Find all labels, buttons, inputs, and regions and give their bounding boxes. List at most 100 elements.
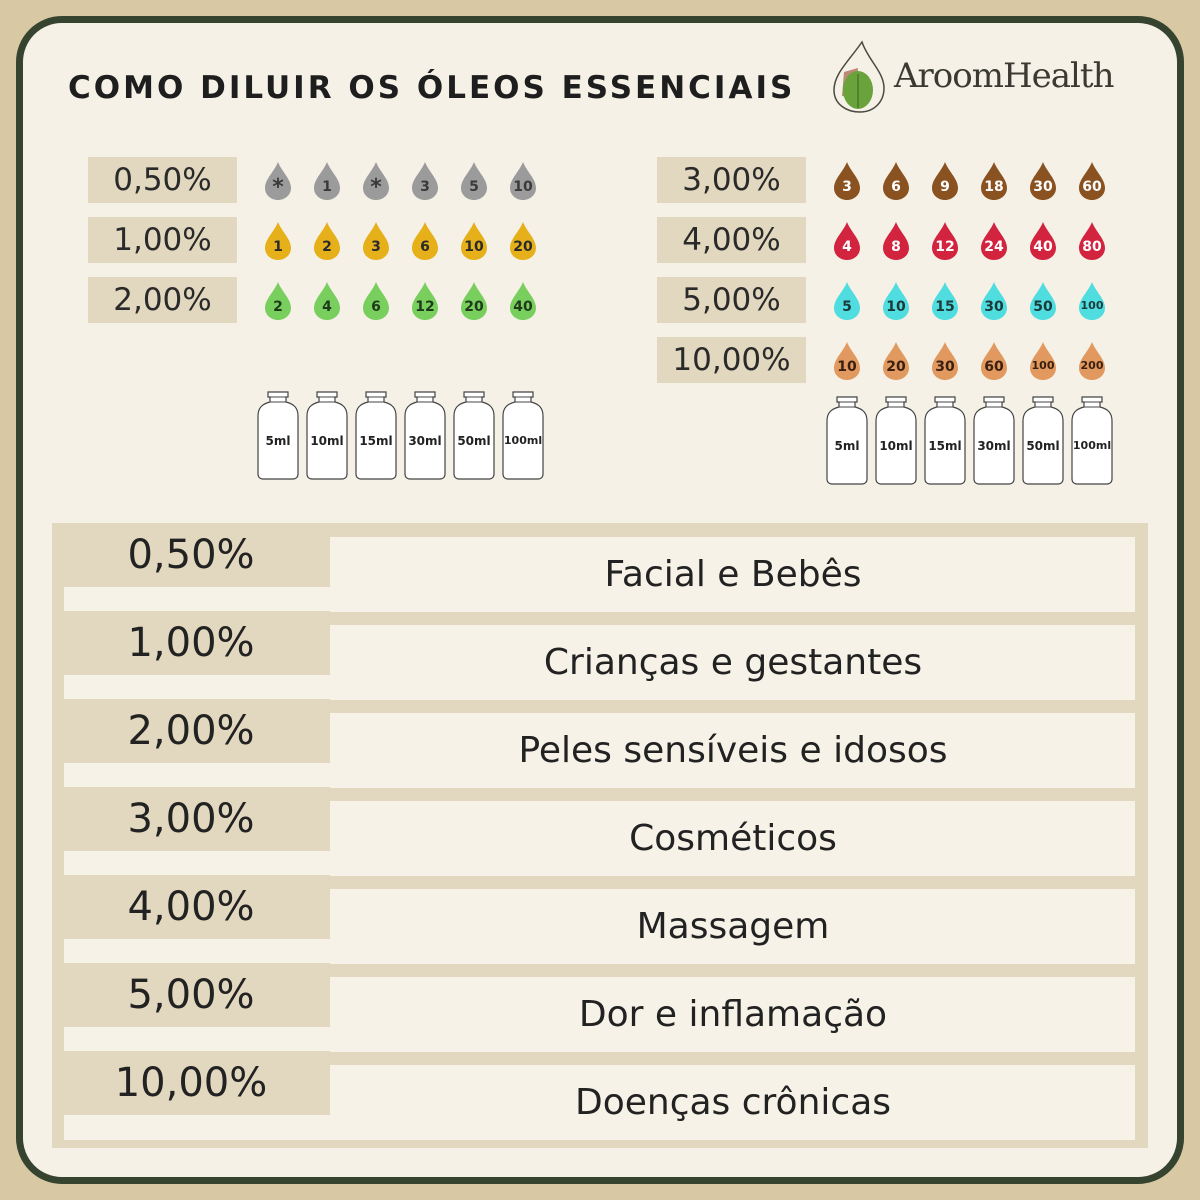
logo: AroomHealth <box>828 36 1118 116</box>
drop-icon: 40 <box>508 281 538 321</box>
bottle-label: 50ml <box>1026 439 1060 453</box>
drop-icon: 50 <box>1028 281 1058 321</box>
use-cell: Facial e Bebês <box>604 554 862 595</box>
drop-icon: 4 <box>832 221 862 261</box>
drop-count: 2 <box>273 299 283 315</box>
drop-icon: 40 <box>1028 221 1058 261</box>
bottle-icon: 50ml <box>1021 395 1065 485</box>
drop-icon: 5 <box>459 161 489 201</box>
percent-cell: 10,00% <box>52 1051 330 1115</box>
use-cell: Dor e inflamação <box>578 994 888 1035</box>
drop-count: 10 <box>464 239 484 255</box>
table-row: 1,00% Crianças e gestantes <box>52 611 1148 700</box>
uses-table: 0,50% Facial e Bebês 1,00% Crianças e gesta… <box>52 523 1148 1148</box>
percent-cell: 1,00% <box>52 611 330 675</box>
percent-cell: 2,00% <box>52 699 330 763</box>
drop-icon: 3 <box>361 221 391 261</box>
drop-count: 24 <box>984 239 1004 255</box>
use-cell: Crianças e gestantes <box>543 642 923 683</box>
bottle-icon: 5ml <box>825 395 869 485</box>
drop-count: 4 <box>842 239 852 255</box>
drop-count: 50 <box>1033 299 1053 315</box>
drop-count: 30 <box>1033 179 1053 195</box>
drop-count: 20 <box>513 239 533 255</box>
bottle-label: 15ml <box>928 439 962 453</box>
drop-count: 20 <box>886 359 906 375</box>
drop-icon: 12 <box>930 221 960 261</box>
table-row: 0,50% Facial e Bebês <box>52 523 1148 612</box>
drop-icon: 1 <box>312 161 342 201</box>
drop-count: 9 <box>940 179 950 195</box>
use-cell: Massagem <box>636 906 830 947</box>
bottle-icon: 100ml <box>1070 395 1114 485</box>
drop-icon: 15 <box>930 281 960 321</box>
drop-icon: 10 <box>881 281 911 321</box>
drop-count: 100 <box>1031 359 1055 372</box>
bottle-label: 50ml <box>457 434 491 448</box>
bottle-icon: 15ml <box>923 395 967 485</box>
drop-icon: 100 <box>1028 341 1058 381</box>
bottle-icon: 100ml <box>501 390 545 480</box>
logo-text: AroomHealth <box>894 56 1114 96</box>
drop-icon: 10 <box>508 161 538 201</box>
drop-icon: 3 <box>832 161 862 201</box>
drop-icon: 10 <box>459 221 489 261</box>
bottle-icon: 30ml <box>403 390 447 480</box>
drop-count: * <box>272 175 284 200</box>
drop-count: 10 <box>513 179 533 195</box>
drop-icon: * <box>263 161 293 201</box>
drop-count: 200 <box>1080 359 1104 372</box>
drop-icon: 30 <box>979 281 1009 321</box>
drop-count: 6 <box>371 299 381 315</box>
drop-icon: 200 <box>1077 341 1107 381</box>
drop-count: 60 <box>984 359 1004 375</box>
table-row: 3,00% Cosméticos <box>52 787 1148 876</box>
percent-label: 1,00% <box>88 217 237 263</box>
bottle-label: 100ml <box>1072 439 1112 452</box>
drop-icon: 6 <box>410 221 440 261</box>
bottle-label: 15ml <box>359 434 393 448</box>
drop-icon: 9 <box>930 161 960 201</box>
drop-icon: 18 <box>979 161 1009 201</box>
bottle-label: 100ml <box>503 434 543 447</box>
drop-icon: 6 <box>881 161 911 201</box>
drop-count: 100 <box>1080 299 1104 312</box>
drop-count: 1 <box>322 179 332 195</box>
drop-icon: 24 <box>979 221 1009 261</box>
drop-icon: 80 <box>1077 221 1107 261</box>
drop-count: 15 <box>935 299 955 315</box>
drop-count: * <box>370 175 382 200</box>
drop-icon: 100 <box>1077 281 1107 321</box>
drop-icon: 8 <box>881 221 911 261</box>
drop-icon: 60 <box>1077 161 1107 201</box>
drop-icon: 30 <box>930 341 960 381</box>
drop-icon: 6 <box>361 281 391 321</box>
bottle-label: 30ml <box>408 434 442 448</box>
drop-count: 30 <box>935 359 955 375</box>
drop-icon: 20 <box>459 281 489 321</box>
bottle-icon: 10ml <box>305 390 349 480</box>
drop-count: 10 <box>837 359 857 375</box>
drop-count: 4 <box>322 299 332 315</box>
drop-count: 12 <box>935 239 955 255</box>
drop-count: 40 <box>513 299 533 315</box>
use-cell: Peles sensíveis e idosos <box>518 730 948 771</box>
percent-cell: 3,00% <box>52 787 330 851</box>
drop-icon: 2 <box>312 221 342 261</box>
bottle-icon: 5ml <box>256 390 300 480</box>
drop-count: 6 <box>891 179 901 195</box>
bottle-icon: 30ml <box>972 395 1016 485</box>
drop-count: 3 <box>371 239 381 255</box>
drop-count: 8 <box>891 239 901 255</box>
percent-label: 10,00% <box>657 337 806 383</box>
use-cell: Doenças crônicas <box>574 1082 892 1123</box>
percent-cell: 4,00% <box>52 875 330 939</box>
bottle-label: 10ml <box>310 434 344 448</box>
drop-icon: 10 <box>832 341 862 381</box>
drop-icon: 20 <box>881 341 911 381</box>
table-row: 2,00% Peles sensíveis e idosos <box>52 699 1148 788</box>
drop-count: 1 <box>273 239 283 255</box>
percent-label: 3,00% <box>657 157 806 203</box>
drop-icon: 20 <box>508 221 538 261</box>
table-row: 10,00% Doenças crônicas <box>52 1051 1148 1140</box>
